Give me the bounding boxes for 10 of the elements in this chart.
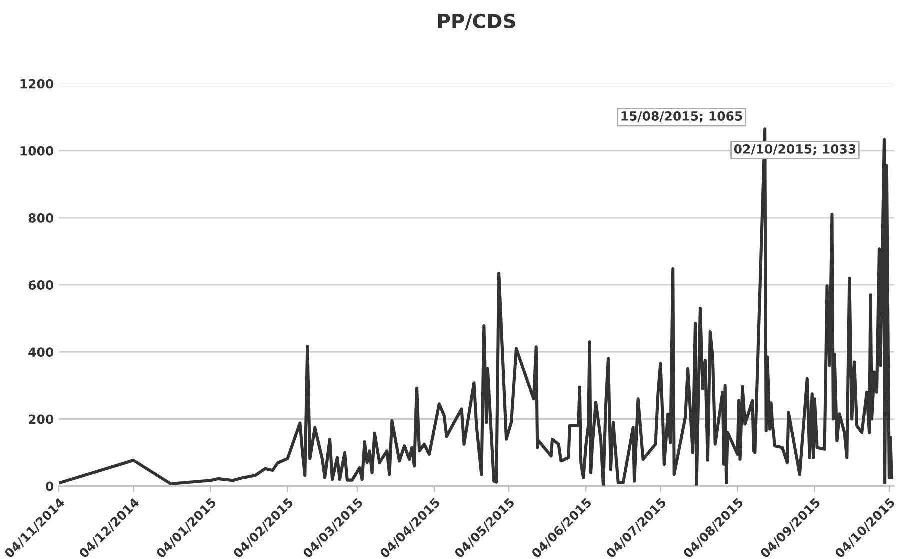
y-tick-label: 0 <box>46 482 54 492</box>
y-tick-label: 400 <box>28 348 54 358</box>
chart-title: PP/CDS <box>438 14 516 30</box>
y-tick-label: 1200 <box>20 79 54 89</box>
y-tick-label: 600 <box>28 280 54 290</box>
annotation: 15/08/2015; 1065 <box>622 112 742 123</box>
annotation: 02/10/2015; 1033 <box>734 144 856 156</box>
y-tick-label: 200 <box>29 414 54 424</box>
y-tick-label: 1000 <box>20 146 54 156</box>
y-tick-label: 800 <box>28 213 54 223</box>
